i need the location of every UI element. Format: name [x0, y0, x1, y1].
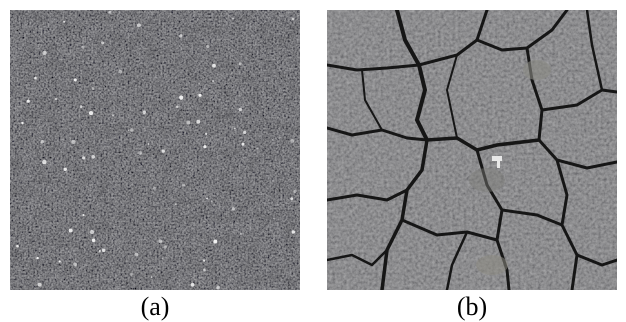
- cracked-dry-mud-texture-photo: [327, 10, 617, 290]
- caption-a: (a): [140, 292, 170, 321]
- photo-panel-b: [327, 10, 617, 290]
- caption-b: (b): [456, 292, 488, 321]
- smooth-dark-soil-texture-photo: [10, 10, 300, 290]
- photo-panel-a: [10, 10, 300, 290]
